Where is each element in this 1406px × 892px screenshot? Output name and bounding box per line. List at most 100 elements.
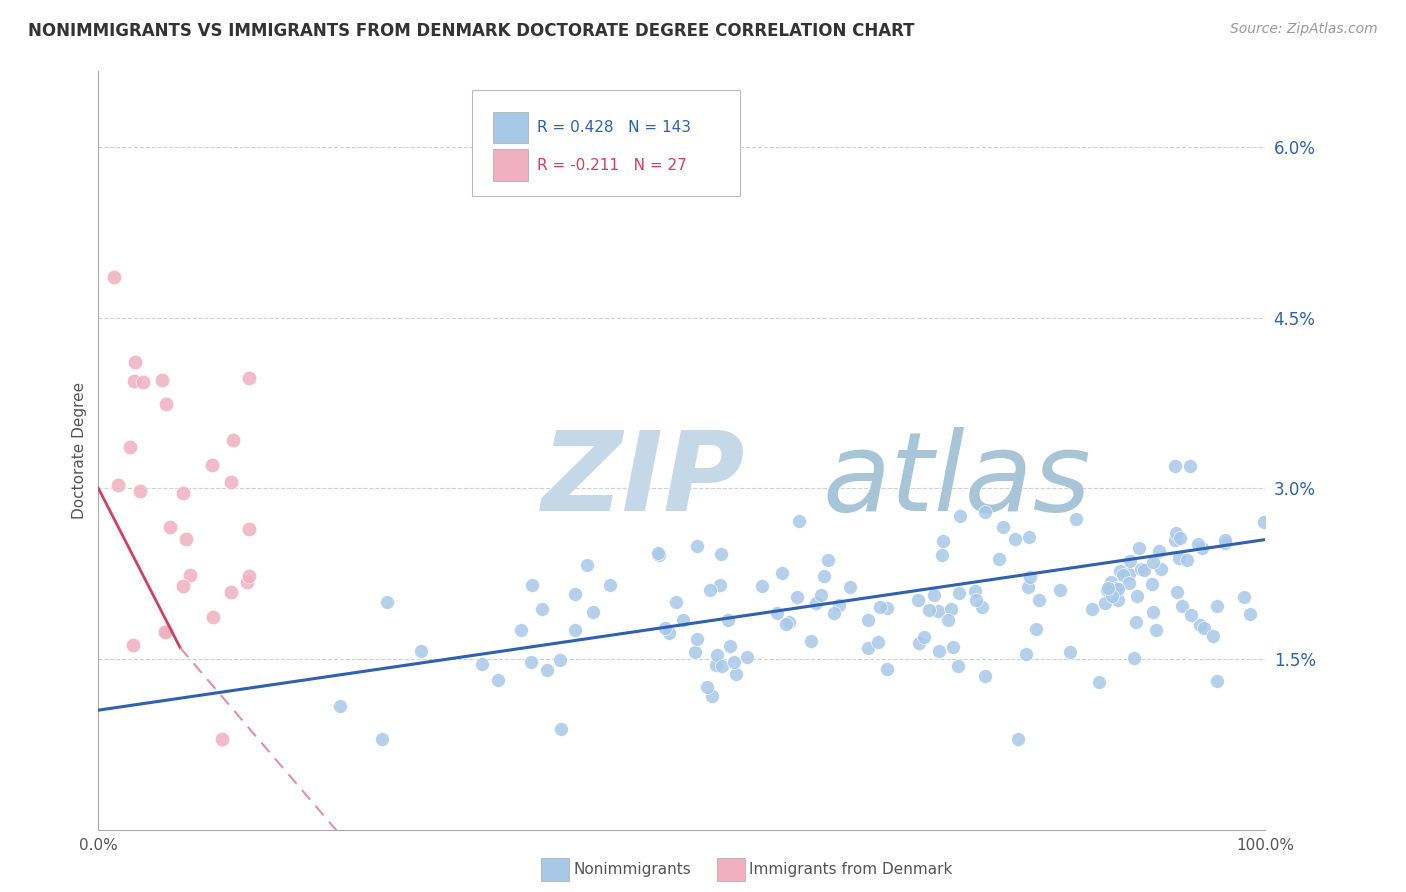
- Point: [1129, 562, 1152, 576]
- Point: [647, 545, 669, 559]
- Point: [1094, 596, 1116, 610]
- Point: [118, 440, 141, 454]
- Point: [912, 630, 935, 644]
- Point: [155, 624, 177, 639]
- Point: [813, 569, 835, 583]
- Point: [520, 656, 543, 670]
- Point: [238, 569, 260, 583]
- Point: [658, 626, 681, 640]
- Point: [599, 578, 621, 592]
- Point: [931, 549, 953, 563]
- Point: [564, 587, 586, 601]
- Point: [1180, 458, 1202, 473]
- Point: [936, 614, 959, 628]
- Point: [1239, 607, 1261, 622]
- Point: [1105, 581, 1128, 595]
- Point: [948, 585, 970, 599]
- Point: [1059, 645, 1081, 659]
- Point: [800, 633, 823, 648]
- Point: [928, 644, 950, 658]
- Point: [550, 722, 572, 736]
- Point: [1191, 541, 1213, 556]
- Point: [823, 606, 845, 620]
- Point: [581, 605, 603, 619]
- Point: [974, 505, 997, 519]
- Point: [1202, 629, 1225, 643]
- Point: [375, 595, 398, 609]
- Point: [1025, 622, 1047, 636]
- Point: [471, 657, 494, 671]
- Y-axis label: Doctorate Degree: Doctorate Degree: [72, 382, 87, 519]
- Point: [786, 590, 808, 604]
- Point: [1088, 674, 1111, 689]
- Point: [869, 599, 891, 614]
- Point: [1205, 599, 1227, 614]
- Point: [838, 580, 860, 594]
- Point: [221, 433, 243, 447]
- Point: [179, 568, 201, 582]
- Point: [1253, 515, 1275, 529]
- Point: [1142, 555, 1164, 569]
- Point: [1180, 607, 1202, 622]
- Point: [991, 520, 1014, 534]
- Point: [576, 558, 599, 572]
- Point: [1147, 543, 1170, 558]
- Point: [1166, 585, 1188, 599]
- Point: [924, 589, 946, 603]
- Point: [122, 638, 145, 652]
- Point: [686, 632, 709, 646]
- Point: [219, 584, 242, 599]
- Point: [918, 603, 941, 617]
- Point: [710, 547, 733, 561]
- Point: [806, 596, 828, 610]
- Point: [219, 475, 242, 489]
- Point: [1004, 532, 1026, 546]
- Point: [856, 613, 879, 627]
- Text: NONIMMIGRANTS VS IMMIGRANTS FROM DENMARK DOCTORATE DEGREE CORRELATION CHART: NONIMMIGRANTS VS IMMIGRANTS FROM DENMARK…: [28, 22, 915, 40]
- Point: [765, 606, 787, 620]
- Point: [564, 623, 586, 637]
- Point: [686, 539, 709, 553]
- Point: [548, 653, 571, 667]
- Point: [211, 731, 233, 746]
- Point: [1164, 525, 1187, 540]
- Point: [876, 601, 898, 615]
- Point: [202, 610, 225, 624]
- Point: [172, 579, 194, 593]
- Point: [1007, 731, 1029, 746]
- Point: [159, 520, 181, 534]
- Point: [970, 599, 993, 614]
- Point: [1081, 602, 1104, 616]
- Point: [931, 533, 953, 548]
- Point: [1017, 580, 1039, 594]
- Point: [735, 649, 758, 664]
- FancyBboxPatch shape: [494, 112, 527, 144]
- Point: [1101, 590, 1123, 604]
- Text: R = 0.428   N = 143: R = 0.428 N = 143: [537, 120, 692, 135]
- Point: [706, 648, 728, 662]
- Point: [103, 269, 125, 284]
- Point: [1128, 541, 1150, 555]
- Point: [868, 635, 890, 649]
- Point: [1122, 651, 1144, 665]
- Point: [1150, 562, 1173, 576]
- Point: [1188, 618, 1211, 632]
- Point: [150, 374, 173, 388]
- Point: [1164, 533, 1187, 548]
- Point: [1099, 574, 1122, 589]
- Point: [696, 681, 718, 695]
- Point: [1133, 563, 1156, 577]
- Point: [717, 613, 740, 627]
- Point: [329, 698, 352, 713]
- Point: [1107, 582, 1129, 596]
- Point: [1107, 593, 1129, 607]
- Point: [1095, 582, 1118, 597]
- Point: [132, 375, 155, 389]
- Point: [939, 602, 962, 616]
- Text: R = -0.211   N = 27: R = -0.211 N = 27: [537, 158, 688, 173]
- Point: [965, 593, 987, 607]
- Point: [654, 621, 676, 635]
- Point: [725, 667, 748, 681]
- Point: [963, 584, 986, 599]
- Text: Source: ZipAtlas.com: Source: ZipAtlas.com: [1230, 22, 1378, 37]
